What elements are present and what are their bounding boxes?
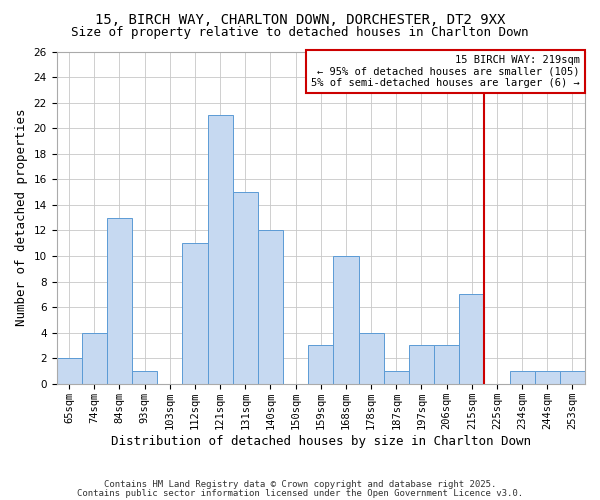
Bar [560, 371, 585, 384]
Bar [208, 116, 233, 384]
Text: 15, BIRCH WAY, CHARLTON DOWN, DORCHESTER, DT2 9XX: 15, BIRCH WAY, CHARLTON DOWN, DORCHESTER… [95, 12, 505, 26]
Text: Contains public sector information licensed under the Open Government Licence v3: Contains public sector information licen… [77, 488, 523, 498]
Bar [334, 256, 359, 384]
Bar [409, 346, 434, 384]
Bar [132, 371, 157, 384]
Bar [107, 218, 132, 384]
Bar [82, 332, 107, 384]
Bar [383, 371, 409, 384]
Bar [509, 371, 535, 384]
Bar [535, 371, 560, 384]
Text: Size of property relative to detached houses in Charlton Down: Size of property relative to detached ho… [71, 26, 529, 39]
Bar [56, 358, 82, 384]
Bar [182, 243, 208, 384]
Bar [308, 346, 334, 384]
Text: 15 BIRCH WAY: 219sqm
← 95% of detached houses are smaller (105)
5% of semi-detac: 15 BIRCH WAY: 219sqm ← 95% of detached h… [311, 55, 580, 88]
Bar [258, 230, 283, 384]
Y-axis label: Number of detached properties: Number of detached properties [15, 109, 28, 326]
Text: Contains HM Land Registry data © Crown copyright and database right 2025.: Contains HM Land Registry data © Crown c… [104, 480, 496, 489]
X-axis label: Distribution of detached houses by size in Charlton Down: Distribution of detached houses by size … [111, 434, 531, 448]
Bar [359, 332, 383, 384]
Bar [434, 346, 459, 384]
Bar [459, 294, 484, 384]
Bar [233, 192, 258, 384]
